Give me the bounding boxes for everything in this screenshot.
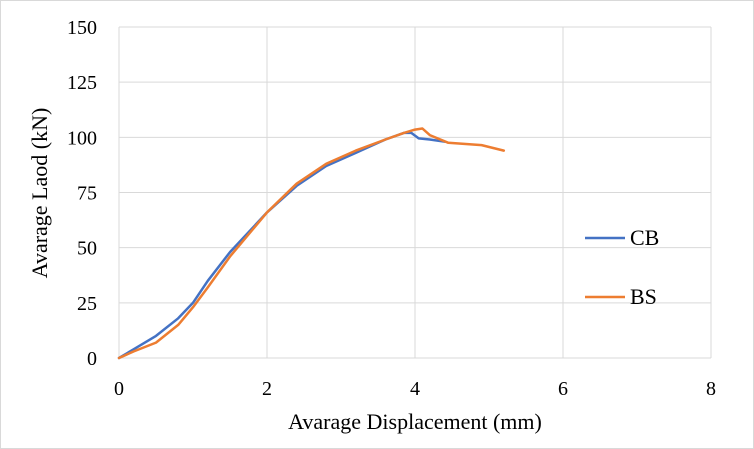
y-tick-label: 50 — [77, 238, 97, 260]
x-tick-label: 4 — [410, 378, 420, 400]
gridlines — [118, 26, 712, 359]
y-tick-label: 100 — [67, 127, 97, 149]
series-line-bs — [117, 127, 506, 360]
tick-labels: 0 25 50 75 100 125 150 0 2 4 6 8 — [67, 17, 716, 400]
y-tick-label: 150 — [67, 17, 97, 39]
y-axis-title: Avarage Laod (kN) — [27, 108, 52, 279]
series-lines — [117, 127, 506, 360]
legend: CB BS — [585, 225, 659, 309]
y-tick-label: 125 — [67, 72, 97, 94]
x-tick-label: 0 — [114, 378, 124, 400]
x-tick-label: 8 — [706, 378, 716, 400]
legend-label-cb: CB — [630, 225, 659, 250]
y-tick-label: 25 — [77, 293, 97, 315]
y-tick-label: 0 — [87, 348, 97, 370]
x-tick-label: 6 — [558, 378, 568, 400]
legend-label-bs: BS — [630, 284, 657, 309]
x-axis-title: Avarage Displacement (mm) — [288, 409, 542, 434]
series-line-cb — [117, 131, 446, 360]
x-tick-label: 2 — [262, 378, 272, 400]
y-tick-label: 75 — [77, 183, 97, 205]
